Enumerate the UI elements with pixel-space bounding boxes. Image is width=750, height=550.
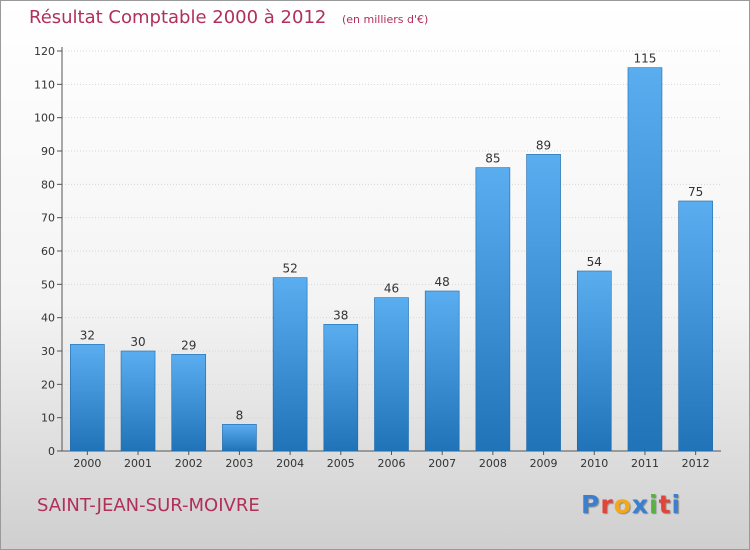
x-tick-label: 2008 [479, 457, 507, 470]
bars [70, 67, 713, 452]
bar [424, 290, 460, 452]
bar [627, 67, 663, 452]
bar [70, 344, 105, 452]
data-label: 52 [282, 262, 297, 276]
x-tick-label: 2011 [631, 457, 659, 470]
y-tick-label: 80 [41, 178, 55, 191]
bar [374, 297, 409, 452]
y-tick-label: 30 [41, 345, 55, 358]
bar [576, 270, 612, 452]
y-tick-label: 120 [34, 45, 55, 58]
x-tick-label: 2004 [276, 457, 304, 470]
x-tick-label: 2005 [327, 457, 355, 470]
data-labels: 32 30 29 8 52 38 46 48 85 89 54 115 75 [80, 52, 704, 423]
data-label: 115 [634, 52, 657, 66]
chart-title: Résultat Comptable 2000 à 2012 [29, 7, 327, 28]
x-tick-label: 2002 [175, 457, 203, 470]
proxiti-logo[interactable]: Proxiti [581, 490, 682, 519]
y-tick-label: 60 [41, 245, 55, 258]
data-label: 38 [333, 308, 348, 322]
data-label: 85 [485, 152, 500, 166]
x-tick-label: 2010 [580, 457, 608, 470]
bar [678, 200, 713, 452]
bar [120, 350, 156, 452]
bar [323, 324, 359, 452]
data-label: 29 [181, 338, 196, 352]
x-tick-label: 2003 [225, 457, 253, 470]
y-tick-label: 40 [41, 312, 55, 325]
data-label: 75 [688, 185, 703, 199]
x-tick-label: 2000 [73, 457, 101, 470]
data-label: 46 [384, 282, 399, 296]
y-tick-label: 0 [48, 445, 55, 458]
x-tick-label: 2012 [682, 457, 710, 470]
y-tick-label: 10 [41, 412, 55, 425]
y-tick-label: 70 [41, 212, 55, 225]
x-axis: 2000 2001 2002 2003 2004 2005 2006 2007 2008 2009… [73, 451, 710, 470]
data-label: 30 [130, 335, 145, 349]
data-label: 54 [587, 255, 602, 269]
y-tick-label: 50 [41, 278, 55, 291]
x-tick-label: 2009 [530, 457, 558, 470]
x-tick-label: 2007 [428, 457, 456, 470]
bar [475, 167, 511, 452]
data-label: 89 [536, 138, 551, 152]
bar [526, 154, 561, 452]
y-tick-label: 90 [41, 145, 55, 158]
y-tick-label: 100 [34, 112, 55, 125]
x-tick-label: 2001 [124, 457, 152, 470]
bar [272, 277, 308, 452]
chart-unit: (en milliers d'€) [342, 13, 429, 26]
bar [222, 424, 257, 452]
data-label: 48 [435, 275, 450, 289]
y-tick-label: 20 [41, 378, 55, 391]
x-tick-label: 2006 [378, 457, 406, 470]
commune-name: SAINT-JEAN-SUR-MOIVRE [37, 495, 260, 516]
data-label: 8 [236, 408, 244, 422]
y-tick-label: 110 [34, 78, 55, 91]
data-label: 32 [80, 328, 95, 342]
bar [171, 354, 207, 452]
